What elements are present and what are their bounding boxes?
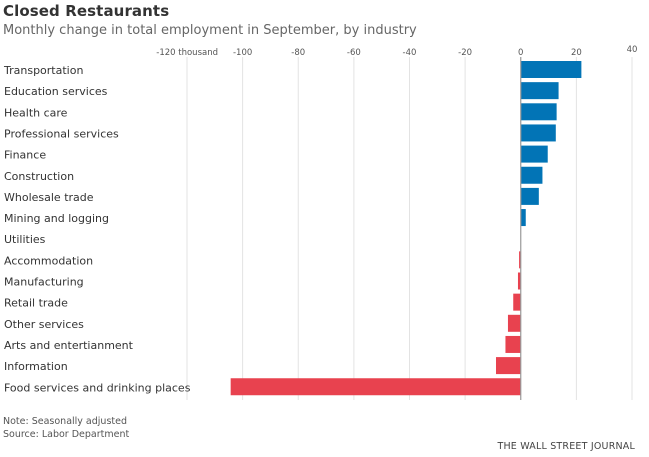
bar [520, 61, 582, 78]
chart-title: Closed Restaurants [3, 2, 170, 20]
category-label: Arts and entertianment [4, 339, 134, 352]
bar [507, 314, 521, 332]
category-label: Professional services [4, 127, 119, 140]
footnote: Note: Seasonally adjusted Source: Labor … [3, 415, 129, 441]
x-tick-label: 40 [627, 45, 638, 55]
bar [519, 251, 521, 269]
bar [520, 209, 526, 227]
bar [495, 357, 521, 375]
x-tick-label: -20 [458, 48, 472, 58]
category-label: Construction [4, 170, 74, 183]
category-label: Manufacturing [4, 276, 84, 289]
gridlines [186, 57, 633, 400]
bar [520, 82, 559, 100]
category-label: Transportation [3, 64, 83, 77]
category-label: Wholesale trade [4, 191, 94, 204]
category-label: Education services [4, 85, 108, 98]
bar [520, 166, 543, 184]
bar [505, 335, 521, 353]
source-text: Source: Labor Department [3, 429, 130, 440]
category-labels: Transportation Education services Health c… [3, 64, 191, 394]
bars [230, 61, 582, 396]
bar [520, 145, 548, 163]
note-text: Note: Seasonally adjusted [3, 416, 127, 427]
x-tick-label: -100 [233, 48, 252, 58]
x-tick-labels: -120 thousand -100 -80 -60 -40 -20 0 20 40 [156, 45, 637, 58]
category-label: Finance [4, 149, 46, 162]
bar [520, 103, 557, 121]
category-label: Retail trade [4, 297, 68, 310]
category-label: Food services and drinking places [4, 381, 191, 394]
category-label: Other services [4, 318, 84, 331]
category-label: Utilities [4, 233, 46, 246]
x-tick-label: -120 thousand [156, 48, 218, 58]
bar [520, 187, 539, 205]
bar [517, 272, 521, 290]
bar [513, 293, 521, 311]
bar [230, 378, 521, 396]
x-tick-label: -80 [291, 48, 305, 58]
x-tick-label: 20 [571, 48, 582, 58]
x-tick-label: 0 [518, 48, 523, 58]
publisher-logo: THE WALL STREET JOURNAL [497, 441, 635, 452]
bar [520, 124, 556, 142]
category-label: Health care [4, 106, 68, 119]
category-label: Accommodation [4, 254, 93, 267]
bar-chart: -120 thousand -100 -80 -60 -40 -20 0 20 40 Trans… [3, 45, 637, 400]
category-label: Information [4, 360, 68, 373]
x-tick-label: -60 [347, 48, 361, 58]
chart-subtitle: Monthly change in total employment in Se… [3, 23, 417, 38]
x-tick-label: -40 [403, 48, 417, 58]
category-label: Mining and logging [4, 212, 109, 225]
